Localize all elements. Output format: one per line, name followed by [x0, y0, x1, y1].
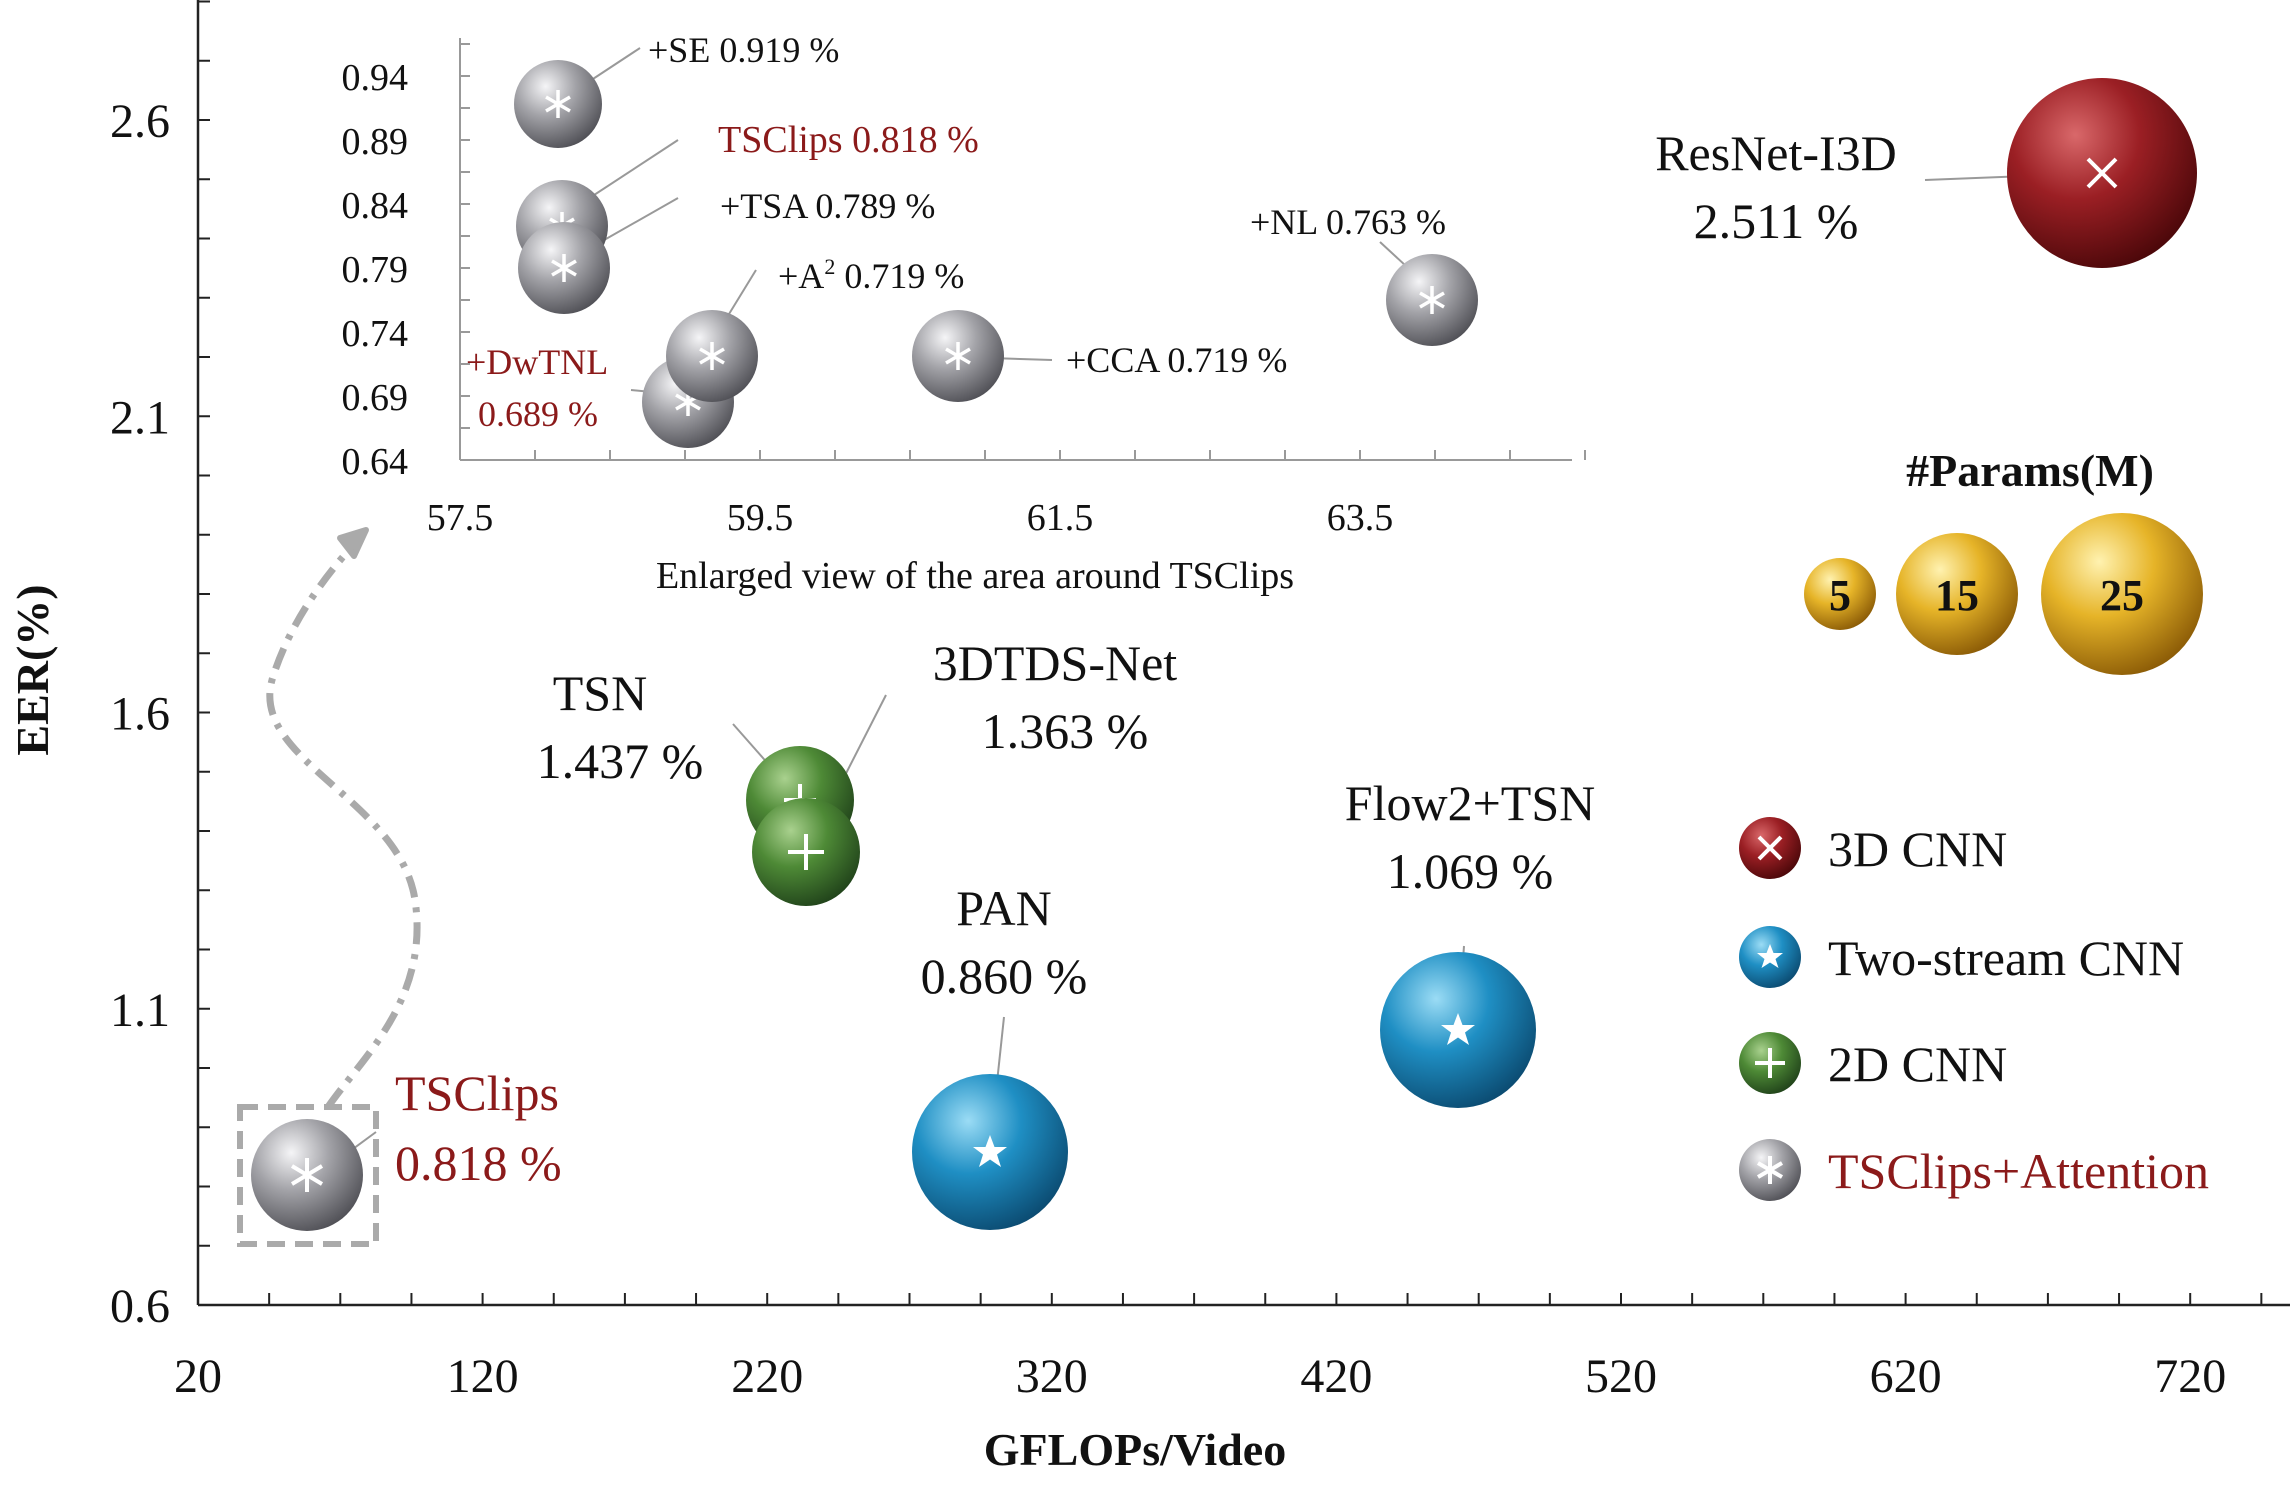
star-icon [1441, 1013, 1475, 1045]
inset-x-tick-label: 63.5 [1327, 497, 1394, 539]
inset-y-tick-label: 0.64 [342, 441, 409, 483]
x-axis-label: GFLOPs/Video [984, 1424, 1286, 1475]
legend-item-2d-cnn[interactable]: 2D CNN [1739, 1032, 2007, 1094]
inset-x-ticks: 57.5 59.5 61.5 63.5 [427, 450, 1586, 539]
point-tsclips[interactable] [251, 1119, 363, 1231]
asterisk-icon [1419, 286, 1445, 314]
x-icon [1757, 835, 1783, 861]
inset-label-cca: +CCA 0.719 % [1066, 340, 1287, 380]
inset-point-tsa[interactable] [518, 222, 610, 314]
star-icon [973, 1135, 1007, 1167]
inset-x-tick-label: 61.5 [1027, 497, 1094, 539]
inset-label-dwtnl-value: 0.689 % [478, 394, 598, 434]
legend-item-3d-cnn[interactable]: 3D CNN [1739, 817, 2007, 879]
label-3dtds-net-name: 3DTDS-Net [933, 635, 1178, 691]
inset-y-tick-label: 0.79 [342, 249, 409, 291]
inset-label-se: +SE 0.919 % [648, 30, 839, 70]
x-tick-label: 20 [174, 1350, 222, 1403]
label-resnet-i3d-name: ResNet-I3D [1655, 125, 1897, 181]
label-3dtds-net-value: 1.363 % [982, 703, 1149, 759]
x-tick-label: 120 [447, 1350, 519, 1403]
x-tick-label: 720 [2154, 1350, 2226, 1403]
label-tsn-name: TSN [553, 665, 647, 721]
inset-label-nl: +NL 0.763 % [1250, 202, 1446, 242]
point-flow2-tsn[interactable] [1380, 952, 1536, 1108]
legend: 3D CNN Two-stream CNN 2D CNN TSClips+Att… [1739, 817, 2209, 1201]
zoom-connector [237, 527, 421, 1247]
main-y-ticks: 0.6 1.1 1.6 2.1 2.6 [110, 0, 210, 1333]
x-tick-label: 520 [1585, 1350, 1657, 1403]
inset-y-tick-label: 0.74 [342, 313, 409, 355]
inset-label-a2-rest: 0.719 % [835, 256, 964, 296]
y-tick-label: 1.1 [110, 984, 170, 1037]
point-pan[interactable] [912, 1074, 1068, 1230]
inset-label-tsa: +TSA 0.789 % [720, 186, 935, 226]
inset-axis-label: Enlarged view of the area around TSClips [656, 555, 1294, 597]
inset-y-tick-label: 0.69 [342, 377, 409, 419]
size-legend: #Params(M) 5 15 25 [1804, 445, 2203, 675]
size-legend-value-small: 5 [1829, 571, 1851, 620]
label-tsclips-name: TSClips [395, 1065, 559, 1121]
plus-icon [1755, 1048, 1785, 1078]
inset-label-a2: +A2 0.719 % [778, 254, 964, 296]
star-icon [1757, 944, 1783, 968]
legend-item-tsclips-attention[interactable]: TSClips+Attention [1739, 1139, 2209, 1201]
inset-label-a2-sup: 2 [824, 254, 835, 279]
asterisk-icon [551, 254, 577, 282]
legend-label-tsclips-attention: TSClips+Attention [1828, 1143, 2209, 1199]
y-tick-label: 2.1 [110, 391, 170, 444]
inset-label-a2-main: +A [778, 256, 824, 296]
legend-label-3d-cnn: 3D CNN [1828, 821, 2007, 877]
point-3dtds-net[interactable] [752, 798, 860, 906]
main-x-ticks: 20 120 220 320 420 520 620 720 [174, 1293, 2263, 1403]
inset-point-a2[interactable] [666, 310, 758, 402]
legend-item-two-stream-cnn[interactable]: Two-stream CNN [1739, 926, 2184, 988]
label-flow2-tsn-value: 1.069 % [1387, 843, 1554, 899]
inset-axes: 0.64 0.69 0.74 0.79 0.84 0.89 0.94 57.5 59.5 61.… [342, 38, 1586, 539]
inset-label-tsclips: TSClips 0.818 % [718, 119, 979, 161]
inset-y-tick-label: 0.94 [342, 57, 409, 99]
x-tick-label: 220 [731, 1350, 803, 1403]
label-pan-value: 0.860 % [921, 948, 1088, 1004]
inset-point-cca[interactable] [912, 310, 1004, 402]
inset-label-dwtnl-name: +DwTNL [466, 342, 608, 382]
size-bubble-large [2041, 513, 2203, 675]
inset-x-tick-label: 57.5 [427, 497, 494, 539]
y-axis-label: EER(%) [7, 584, 58, 755]
y-tick-label: 1.6 [110, 688, 170, 741]
legend-label-two-stream-cnn: Two-stream CNN [1828, 930, 2184, 986]
asterisk-icon [1756, 1156, 1784, 1184]
x-tick-label: 420 [1300, 1350, 1372, 1403]
x-icon [2086, 157, 2118, 189]
size-bubble-small [1804, 558, 1876, 630]
inset-y-tick-label: 0.84 [342, 185, 409, 227]
inset-y-ticks: 0.64 0.69 0.74 0.79 0.84 0.89 0.94 [342, 43, 470, 483]
y-tick-label: 0.6 [110, 1280, 170, 1333]
x-tick-label: 320 [1016, 1350, 1088, 1403]
inset-x-tick-label: 59.5 [727, 497, 794, 539]
size-legend-title: #Params(M) [1906, 445, 2154, 496]
point-resnet-i3d[interactable] [2007, 78, 2197, 268]
legend-label-2d-cnn: 2D CNN [1828, 1036, 2007, 1092]
label-pan-name: PAN [956, 880, 1051, 936]
asterisk-icon [290, 1158, 324, 1192]
asterisk-icon [545, 90, 571, 118]
label-resnet-i3d-value: 2.511 % [1694, 193, 1859, 249]
size-legend-value-large: 25 [2100, 571, 2144, 620]
size-legend-value-medium: 15 [1935, 571, 1979, 620]
inset-point-se[interactable] [514, 60, 602, 148]
inset-point-nl[interactable] [1386, 254, 1478, 346]
asterisk-icon [699, 342, 725, 370]
size-bubble-medium [1896, 533, 2018, 655]
label-tsclips-value: 0.818 % [395, 1135, 562, 1191]
label-tsn-value: 1.437 % [537, 733, 704, 789]
y-tick-label: 2.6 [110, 95, 170, 148]
inset-y-tick-label: 0.89 [342, 121, 409, 163]
asterisk-icon [945, 342, 971, 370]
x-tick-label: 620 [1870, 1350, 1942, 1403]
label-flow2-tsn-name: Flow2+TSN [1345, 775, 1595, 831]
plus-icon [788, 834, 824, 870]
main-axes: 0.6 1.1 1.6 2.1 2.6 20 120 220 320 420 520 620 720 [110, 0, 2290, 1403]
